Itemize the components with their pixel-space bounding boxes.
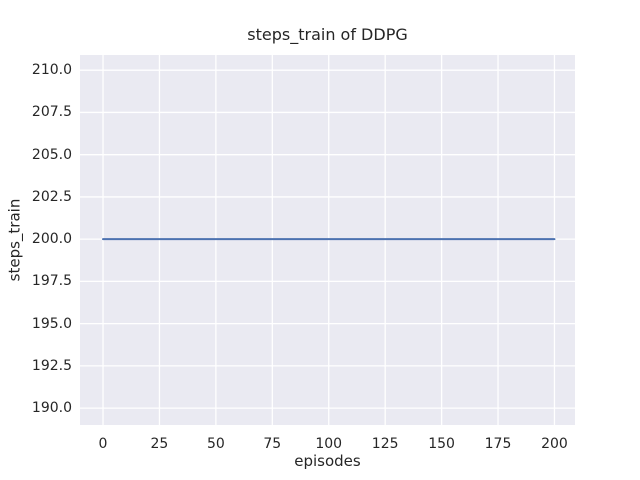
y-tick-label: 205.0 [31,146,72,163]
plot-area [80,55,575,425]
x-tick-label: 200 [541,436,568,452]
x-tick-label: 175 [484,436,512,452]
x-tick-label: 150 [428,436,455,452]
y-tick-label: 195.0 [31,315,72,332]
y-tick-label: 202.5 [31,188,72,205]
x-tick-label: 25 [150,436,169,452]
plot-canvas [80,55,575,425]
y-tick-label: 190.0 [31,400,72,417]
x-tick-label: 125 [371,436,399,452]
x-axis-label: episodes [294,452,361,470]
x-tick-label: 100 [315,436,343,452]
chart-title: steps_train of DDPG [247,25,408,44]
x-tick-label: 75 [263,436,282,452]
y-tick-label: 197.5 [31,273,72,290]
y-tick-label: 210.0 [31,62,72,79]
y-tick-label: 200.0 [31,231,72,248]
y-tick-label: 207.5 [31,104,72,121]
x-tick-label: 0 [98,436,108,452]
x-tick-label: 50 [206,436,225,452]
y-tick-label: 192.5 [31,357,72,374]
